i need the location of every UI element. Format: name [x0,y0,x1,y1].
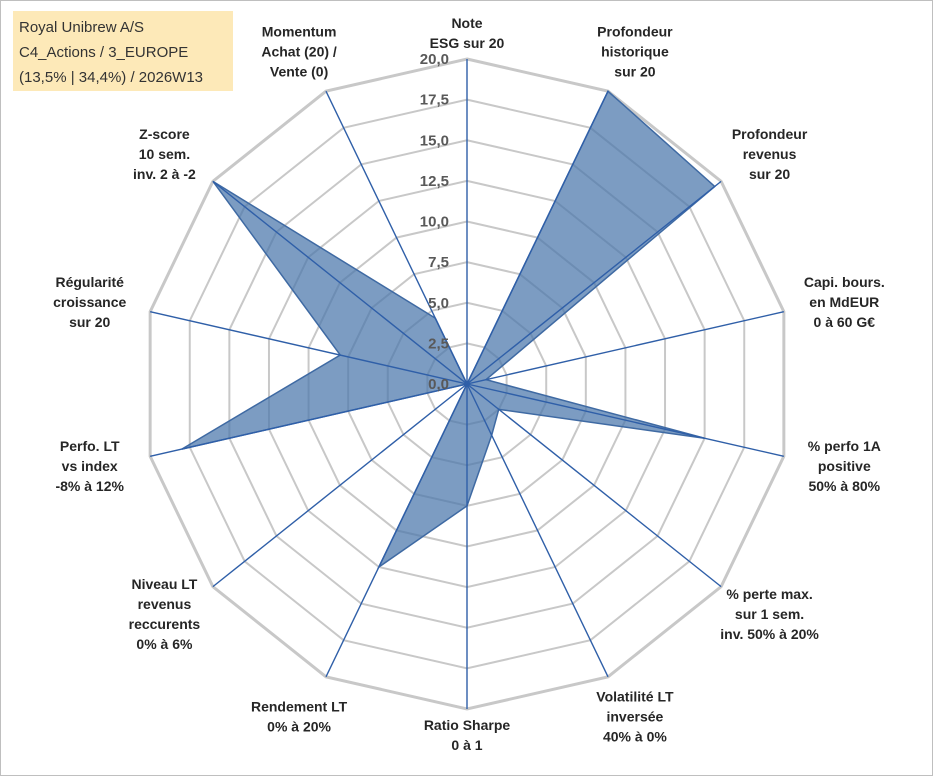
info-box: Royal Unibrew A/S C4_Actions / 3_EUROPE … [13,11,233,91]
axis-label-9-line-3: 0% à 6% [136,636,193,652]
axis-label-8: Rendement LT 0% à 20% [251,698,348,734]
axis-label-12: Z-score 10 sem. inv. 2 à -2 [133,126,196,182]
company-name: Royal Unibrew A/S [19,19,145,36]
axis-label-0: Note ESG sur 20 [430,15,505,51]
axis-label-1-line-1: historique [601,44,669,60]
axis-label-2-line-1: revenus [743,146,797,162]
axis-spoke-13 [325,90,468,385]
axis-label-12-line-1: 10 sem. [139,146,190,162]
axis-label-7: Ratio Sharpe 0 à 1 [424,717,511,753]
axis-label-13: Momentum Achat (20) / Vente (0) [261,24,337,80]
axis-label-6-line-0: Volatilité LT [596,688,674,704]
axis-label-6: Volatilité LT inversée 40% à 0% [596,688,674,744]
tick-label-4: 10,0 [420,214,449,231]
axis-label-13-line-2: Vente (0) [270,64,328,80]
axis-label-10: Perfo. LT vs index -8% à 12% [55,438,124,494]
category-path: C4_Actions / 3_EUROPE [19,44,189,61]
tick-label-5: 12,5 [420,173,449,190]
axis-label-10-line-2: -8% à 12% [55,478,124,494]
axis-spoke-9 [212,383,468,588]
axis-layer [149,59,785,709]
axis-label-11: Régularité croissance sur 20 [53,274,126,330]
axis-spoke-6 [466,383,609,678]
axis-label-9: Niveau LT revenus reccurents 0% à 6% [129,576,201,652]
axis-spoke-3 [466,310,785,385]
axis-spoke-12 [212,180,468,385]
axis-label-9-line-1: revenus [138,596,192,612]
axis-label-13-line-1: Achat (20) / [261,44,337,60]
axis-label-3-line-1: en MdEUR [809,294,879,310]
tick-label-3: 7,5 [428,254,449,271]
axis-label-4-line-1: positive [818,458,871,474]
axis-label-6-line-2: 40% à 0% [603,728,667,744]
axis-label-2-line-2: sur 20 [749,166,790,182]
axis-label-1: Profondeur historique sur 20 [597,24,673,80]
axis-label-5-line-0: % perte max. [726,586,812,602]
axis-label-11-line-2: sur 20 [69,314,110,330]
axis-label-2-line-0: Profondeur [732,126,808,142]
axis-label-12-line-2: inv. 2 à -2 [133,166,196,182]
axis-label-9-line-0: Niveau LT [131,576,197,592]
axis-label-1-line-2: sur 20 [614,64,655,80]
tick-label-8: 20,0 [420,51,449,68]
axis-label-6-line-1: inversée [606,708,663,724]
axis-label-5-line-2: inv. 50% à 20% [720,626,819,642]
axis-label-10-line-1: vs index [62,458,118,474]
axis-label-4-line-0: % perfo 1A [808,438,881,454]
axis-spoke-4 [466,383,785,458]
tick-label-1: 2,5 [428,335,449,352]
axis-label-5: % perte max. sur 1 sem. inv. 50% à 20% [720,586,819,642]
label-layer: Note ESG sur 20 Profondeur historique sur 20… [53,15,885,753]
axis-label-5-line-1: sur 1 sem. [735,606,804,622]
axis-label-3: Capi. bours. en MdEUR 0 à 60 G€ [804,274,885,330]
axis-label-3-line-0: Capi. bours. [804,274,885,290]
tick-label-2: 5,0 [428,295,449,312]
axis-spoke-2 [466,180,722,385]
axis-spoke-1 [466,90,609,385]
axis-label-0-line-1: ESG sur 20 [430,35,505,51]
period-stats: (13,5% | 34,4%) / 2026W13 [19,69,203,86]
axis-spoke-10 [149,383,468,458]
axis-label-4: % perfo 1A positive 50% à 80% [808,438,881,494]
tick-label-7: 17,5 [420,92,449,109]
series-area [181,89,716,570]
axis-label-9-line-2: reccurents [129,616,201,632]
tick-label-0: 0,0 [428,376,449,393]
axis-spoke-8 [325,383,468,678]
axis-label-10-line-0: Perfo. LT [60,438,120,454]
axis-label-4-line-2: 50% à 80% [808,478,880,494]
axis-label-11-line-1: croissance [53,294,126,310]
axis-label-7-line-1: 0 à 1 [451,737,482,753]
axis-spoke-5 [466,383,722,588]
axis-label-13-line-0: Momentum [262,24,337,40]
tick-layer: 0,0 2,5 5,0 7,5 10,0 12,5 15,0 17,5 20,0 [420,51,449,393]
series-layer [181,89,716,570]
axis-label-1-line-0: Profondeur [597,24,673,40]
axis-label-8-line-1: 0% à 20% [267,718,331,734]
axis-label-8-line-0: Rendement LT [251,698,348,714]
axis-label-11-line-0: Régularité [55,274,124,290]
axis-spoke-11 [149,310,468,385]
axis-label-12-line-0: Z-score [139,126,190,142]
axis-label-2: Profondeur revenus sur 20 [732,126,808,182]
axis-label-0-line-0: Note [451,15,482,31]
axis-label-7-line-0: Ratio Sharpe [424,717,511,733]
tick-label-6: 15,0 [420,132,449,149]
axis-label-3-line-2: 0 à 60 G€ [814,314,876,330]
